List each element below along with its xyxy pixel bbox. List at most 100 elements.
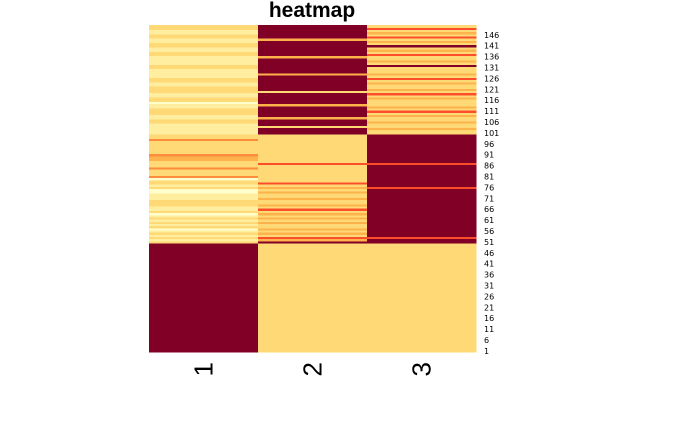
heatmap-cell <box>258 256 368 259</box>
heatmap-cell <box>367 42 477 46</box>
heatmap-cell <box>258 94 368 98</box>
heatmap-cell <box>149 192 259 196</box>
heatmap-cell <box>367 46 477 50</box>
heatmap-cell <box>149 188 259 192</box>
heatmap-cell <box>367 258 477 262</box>
heatmap-cell <box>149 147 259 150</box>
heatmap-cell <box>367 349 477 353</box>
heatmap-cell <box>258 328 368 331</box>
heatmap-cell <box>149 284 259 288</box>
heatmap-cell <box>367 140 477 144</box>
heatmap-cell <box>258 118 368 122</box>
heatmap-cell <box>258 221 368 224</box>
heatmap-cell <box>258 157 368 161</box>
heatmap-cell <box>149 168 259 172</box>
heatmap-cell <box>149 349 259 353</box>
heatmap-cell <box>258 288 368 292</box>
heatmap-cell <box>149 142 259 146</box>
heatmap-cell <box>149 160 259 163</box>
heatmap-cell <box>367 99 477 102</box>
heatmap-cell <box>149 273 259 277</box>
heatmap-cell <box>149 162 259 166</box>
heatmap-cell <box>149 153 259 157</box>
heatmap-cell <box>367 214 477 218</box>
heatmap-cell <box>367 168 477 172</box>
heatmap-cell <box>367 323 477 327</box>
row-tick-label: 6 <box>484 336 489 345</box>
row-tick-label: 66 <box>484 205 494 214</box>
row-tick-label: 111 <box>484 107 499 116</box>
heatmap-cell <box>367 277 477 281</box>
heatmap-cell <box>367 208 477 211</box>
heatmap-cell <box>258 105 368 109</box>
heatmap-cell <box>149 79 259 83</box>
heatmap-cell <box>258 249 368 253</box>
heatmap-cell <box>258 262 368 266</box>
heatmap-cell <box>367 203 477 207</box>
heatmap-cell <box>367 35 477 39</box>
heatmap-cell <box>258 290 368 294</box>
heatmap-cell <box>149 232 259 235</box>
heatmap-cell <box>258 59 368 63</box>
heatmap-cell <box>367 245 477 248</box>
heatmap-cell <box>149 271 259 275</box>
heatmap-cell <box>258 304 368 307</box>
heatmap-cell <box>149 127 259 131</box>
heatmap-cell <box>258 284 368 288</box>
heatmap-cell <box>258 25 368 28</box>
heatmap-cell <box>149 157 259 161</box>
row-tick-label: 46 <box>484 249 494 258</box>
heatmap-cell <box>367 240 477 244</box>
row-tick-label: 91 <box>484 151 494 160</box>
heatmap-cell <box>149 35 259 39</box>
heatmap-cell <box>258 62 368 65</box>
heatmap-cell <box>149 293 259 296</box>
heatmap-cell <box>258 86 368 89</box>
heatmap-cell <box>149 216 259 220</box>
row-tick-label: 146 <box>484 31 499 40</box>
heatmap-cell <box>149 179 259 183</box>
heatmap-cell <box>149 46 259 50</box>
heatmap-cell <box>367 249 477 253</box>
column-tick-label: 1 <box>189 362 219 376</box>
heatmap-cell <box>258 258 368 262</box>
heatmap-cell <box>149 212 259 216</box>
heatmap-cell <box>258 101 368 105</box>
heatmap-cell <box>258 212 368 216</box>
heatmap-cell <box>367 221 477 224</box>
heatmap-cell <box>367 188 477 192</box>
row-tick-labels: 1611162126313641465156616671768186919610… <box>484 31 499 356</box>
heatmap-cell <box>367 125 477 129</box>
heatmap-cell <box>367 299 477 303</box>
heatmap-cell <box>258 153 368 157</box>
heatmap-cell <box>367 79 477 83</box>
heatmap-cell <box>258 44 368 48</box>
heatmap-cell <box>258 264 368 268</box>
heatmap-cell <box>149 347 259 351</box>
heatmap-cell <box>149 199 259 203</box>
heatmap-cell <box>367 72 477 76</box>
heatmap-cell <box>367 314 477 318</box>
heatmap-cell <box>367 234 477 238</box>
heatmap-cell <box>258 92 368 96</box>
heatmap-cell <box>258 186 368 190</box>
heatmap-cell <box>367 260 477 264</box>
heatmap-cell <box>258 216 368 220</box>
heatmap-cell <box>258 214 368 218</box>
heatmap-cell <box>149 258 259 262</box>
heatmap-cell <box>258 273 368 277</box>
heatmap-cell <box>258 280 368 283</box>
heatmap-cell <box>149 319 259 323</box>
heatmap-cell <box>149 123 259 126</box>
heatmap-cell <box>149 42 259 46</box>
heatmap-cell <box>258 308 368 312</box>
heatmap-cell <box>149 114 259 118</box>
heatmap-cell <box>258 341 368 344</box>
heatmap-cell <box>258 77 368 81</box>
heatmap-cell <box>149 251 259 255</box>
heatmap-cell <box>258 199 368 203</box>
heatmap-cells <box>149 25 477 353</box>
heatmap-cell <box>367 195 477 198</box>
heatmap-cell <box>258 312 368 316</box>
heatmap-cell <box>258 317 368 320</box>
